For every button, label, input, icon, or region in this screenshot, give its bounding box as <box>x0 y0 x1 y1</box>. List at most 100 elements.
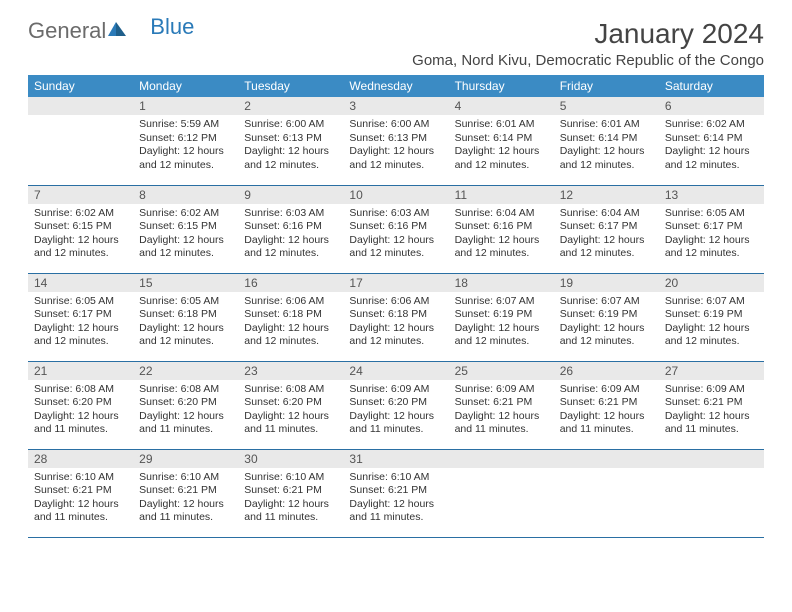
sunset-line: Sunset: 6:15 PM <box>34 220 127 234</box>
calendar-cell: 6Sunrise: 6:02 AMSunset: 6:14 PMDaylight… <box>659 97 764 185</box>
sunrise-line: Sunrise: 6:07 AM <box>455 295 548 309</box>
calendar-cell: 18Sunrise: 6:07 AMSunset: 6:19 PMDayligh… <box>449 273 554 361</box>
sunset-line: Sunset: 6:21 PM <box>349 484 442 498</box>
sunset-line: Sunset: 6:21 PM <box>665 396 758 410</box>
cell-body: Sunrise: 6:02 AMSunset: 6:14 PMDaylight:… <box>659 115 764 177</box>
day-number: 20 <box>659 274 764 292</box>
sunset-line: Sunset: 6:14 PM <box>560 132 653 146</box>
sunrise-line: Sunrise: 6:01 AM <box>455 118 548 132</box>
sunset-line: Sunset: 6:16 PM <box>349 220 442 234</box>
calendar-cell: 13Sunrise: 6:05 AMSunset: 6:17 PMDayligh… <box>659 185 764 273</box>
daylight-line: Daylight: 12 hours and 12 minutes. <box>244 322 337 349</box>
daylight-line: Daylight: 12 hours and 12 minutes. <box>34 234 127 261</box>
cell-body: Sunrise: 6:07 AMSunset: 6:19 PMDaylight:… <box>449 292 554 354</box>
sunset-line: Sunset: 6:14 PM <box>455 132 548 146</box>
daylight-line: Daylight: 12 hours and 11 minutes. <box>34 498 127 525</box>
sunrise-line: Sunrise: 6:08 AM <box>34 383 127 397</box>
calendar-cell: 7Sunrise: 6:02 AMSunset: 6:15 PMDaylight… <box>28 185 133 273</box>
day-number <box>659 450 764 468</box>
calendar-cell: 31Sunrise: 6:10 AMSunset: 6:21 PMDayligh… <box>343 449 448 537</box>
day-number: 31 <box>343 450 448 468</box>
daylight-line: Daylight: 12 hours and 12 minutes. <box>349 234 442 261</box>
daylight-line: Daylight: 12 hours and 12 minutes. <box>349 322 442 349</box>
sunset-line: Sunset: 6:21 PM <box>244 484 337 498</box>
calendar-cell: 25Sunrise: 6:09 AMSunset: 6:21 PMDayligh… <box>449 361 554 449</box>
cell-body: Sunrise: 6:06 AMSunset: 6:18 PMDaylight:… <box>343 292 448 354</box>
sunrise-line: Sunrise: 6:02 AM <box>34 207 127 221</box>
calendar-week-row: 14Sunrise: 6:05 AMSunset: 6:17 PMDayligh… <box>28 273 764 361</box>
daylight-line: Daylight: 12 hours and 11 minutes. <box>349 410 442 437</box>
calendar-week-row: 1Sunrise: 5:59 AMSunset: 6:12 PMDaylight… <box>28 97 764 185</box>
cell-body: Sunrise: 6:08 AMSunset: 6:20 PMDaylight:… <box>238 380 343 442</box>
day-number: 26 <box>554 362 659 380</box>
sunset-line: Sunset: 6:19 PM <box>665 308 758 322</box>
sunset-line: Sunset: 6:14 PM <box>665 132 758 146</box>
sunset-line: Sunset: 6:20 PM <box>34 396 127 410</box>
sunset-line: Sunset: 6:15 PM <box>139 220 232 234</box>
day-number: 4 <box>449 97 554 115</box>
calendar-cell: 28Sunrise: 6:10 AMSunset: 6:21 PMDayligh… <box>28 449 133 537</box>
sunset-line: Sunset: 6:19 PM <box>560 308 653 322</box>
calendar-cell: 4Sunrise: 6:01 AMSunset: 6:14 PMDaylight… <box>449 97 554 185</box>
sunrise-line: Sunrise: 6:10 AM <box>139 471 232 485</box>
calendar-cell: 14Sunrise: 6:05 AMSunset: 6:17 PMDayligh… <box>28 273 133 361</box>
header: General Blue January 2024 Goma, Nord Kiv… <box>28 18 764 69</box>
cell-body: Sunrise: 6:03 AMSunset: 6:16 PMDaylight:… <box>238 204 343 266</box>
cell-body: Sunrise: 6:09 AMSunset: 6:21 PMDaylight:… <box>554 380 659 442</box>
sunrise-line: Sunrise: 6:05 AM <box>34 295 127 309</box>
title-block: January 2024 Goma, Nord Kivu, Democratic… <box>412 18 764 69</box>
sunrise-line: Sunrise: 6:07 AM <box>560 295 653 309</box>
sunrise-line: Sunrise: 6:10 AM <box>349 471 442 485</box>
day-number: 1 <box>133 97 238 115</box>
cell-body: Sunrise: 6:01 AMSunset: 6:14 PMDaylight:… <box>554 115 659 177</box>
daylight-line: Daylight: 12 hours and 12 minutes. <box>139 322 232 349</box>
day-number: 29 <box>133 450 238 468</box>
day-number: 18 <box>449 274 554 292</box>
day-header: Wednesday <box>343 75 448 97</box>
calendar-cell: 16Sunrise: 6:06 AMSunset: 6:18 PMDayligh… <box>238 273 343 361</box>
sunrise-line: Sunrise: 6:06 AM <box>349 295 442 309</box>
day-number: 11 <box>449 186 554 204</box>
calendar-cell <box>554 449 659 537</box>
cell-body: Sunrise: 6:07 AMSunset: 6:19 PMDaylight:… <box>554 292 659 354</box>
daylight-line: Daylight: 12 hours and 12 minutes. <box>560 145 653 172</box>
calendar-cell: 9Sunrise: 6:03 AMSunset: 6:16 PMDaylight… <box>238 185 343 273</box>
day-number: 3 <box>343 97 448 115</box>
calendar-body: 1Sunrise: 5:59 AMSunset: 6:12 PMDaylight… <box>28 97 764 537</box>
daylight-line: Daylight: 12 hours and 12 minutes. <box>244 234 337 261</box>
calendar-cell: 12Sunrise: 6:04 AMSunset: 6:17 PMDayligh… <box>554 185 659 273</box>
cell-body: Sunrise: 6:04 AMSunset: 6:16 PMDaylight:… <box>449 204 554 266</box>
daylight-line: Daylight: 12 hours and 12 minutes. <box>455 322 548 349</box>
daylight-line: Daylight: 12 hours and 11 minutes. <box>455 410 548 437</box>
calendar-week-row: 21Sunrise: 6:08 AMSunset: 6:20 PMDayligh… <box>28 361 764 449</box>
calendar-cell: 5Sunrise: 6:01 AMSunset: 6:14 PMDaylight… <box>554 97 659 185</box>
day-number: 8 <box>133 186 238 204</box>
day-header: Friday <box>554 75 659 97</box>
daylight-line: Daylight: 12 hours and 11 minutes. <box>665 410 758 437</box>
sunset-line: Sunset: 6:21 PM <box>560 396 653 410</box>
calendar-week-row: 7Sunrise: 6:02 AMSunset: 6:15 PMDaylight… <box>28 185 764 273</box>
sunset-line: Sunset: 6:18 PM <box>139 308 232 322</box>
sunrise-line: Sunrise: 6:08 AM <box>244 383 337 397</box>
cell-body: Sunrise: 6:08 AMSunset: 6:20 PMDaylight:… <box>133 380 238 442</box>
day-header-row: SundayMondayTuesdayWednesdayThursdayFrid… <box>28 75 764 97</box>
cell-body: Sunrise: 6:10 AMSunset: 6:21 PMDaylight:… <box>343 468 448 530</box>
sunrise-line: Sunrise: 6:09 AM <box>560 383 653 397</box>
calendar-cell: 17Sunrise: 6:06 AMSunset: 6:18 PMDayligh… <box>343 273 448 361</box>
sunrise-line: Sunrise: 6:09 AM <box>455 383 548 397</box>
calendar-cell: 22Sunrise: 6:08 AMSunset: 6:20 PMDayligh… <box>133 361 238 449</box>
calendar-cell <box>659 449 764 537</box>
calendar-cell: 23Sunrise: 6:08 AMSunset: 6:20 PMDayligh… <box>238 361 343 449</box>
sunrise-line: Sunrise: 6:02 AM <box>139 207 232 221</box>
cell-body: Sunrise: 6:06 AMSunset: 6:18 PMDaylight:… <box>238 292 343 354</box>
location-subtitle: Goma, Nord Kivu, Democratic Republic of … <box>412 52 764 69</box>
sunset-line: Sunset: 6:16 PM <box>455 220 548 234</box>
logo: General Blue <box>28 18 194 44</box>
calendar-cell <box>28 97 133 185</box>
cell-body: Sunrise: 6:00 AMSunset: 6:13 PMDaylight:… <box>343 115 448 177</box>
calendar-cell: 20Sunrise: 6:07 AMSunset: 6:19 PMDayligh… <box>659 273 764 361</box>
daylight-line: Daylight: 12 hours and 11 minutes. <box>560 410 653 437</box>
daylight-line: Daylight: 12 hours and 12 minutes. <box>349 145 442 172</box>
cell-body: Sunrise: 6:09 AMSunset: 6:21 PMDaylight:… <box>449 380 554 442</box>
sunrise-line: Sunrise: 6:06 AM <box>244 295 337 309</box>
